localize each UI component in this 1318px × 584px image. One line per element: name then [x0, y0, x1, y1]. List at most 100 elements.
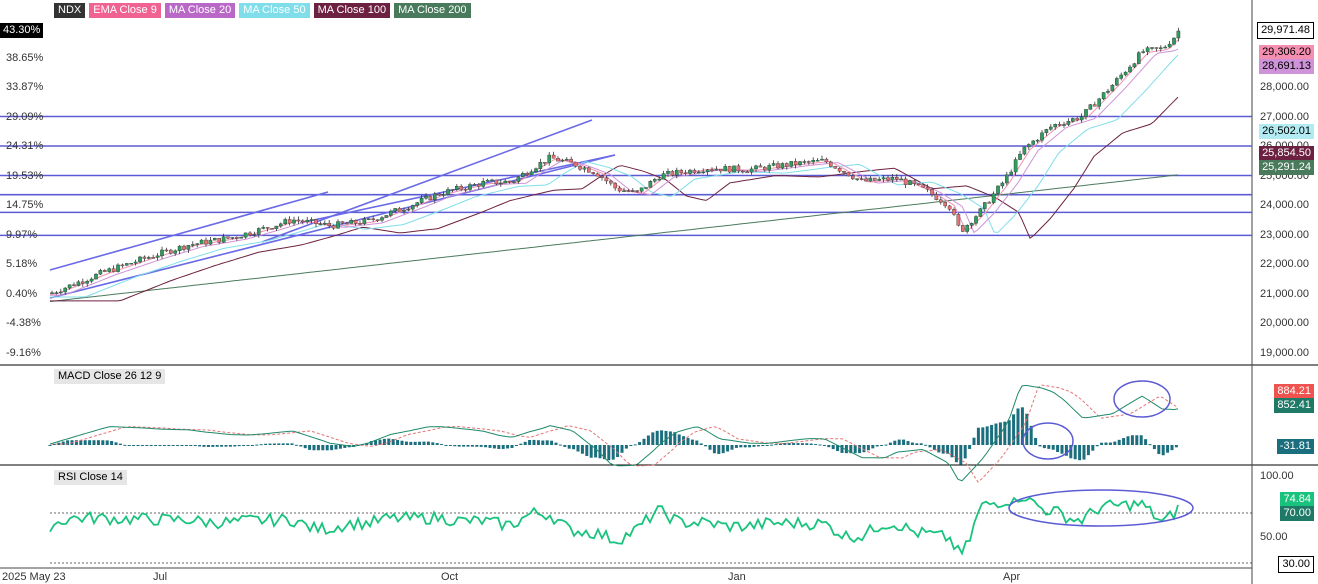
candle-body: [635, 190, 639, 192]
macd-histogram-bar: [783, 443, 787, 445]
candle-body: [556, 158, 560, 162]
candle-body: [714, 168, 719, 171]
rsi-label[interactable]: RSI Close 14: [54, 470, 127, 485]
legend-ma20[interactable]: MA Close 20: [164, 3, 236, 18]
macd-histogram-bar: [1056, 445, 1060, 453]
trend-channel-line: [49, 191, 329, 271]
candle-body: [481, 181, 486, 187]
candle-body: [578, 166, 582, 170]
macd-histogram-bar: [761, 445, 765, 446]
macd-histogram-bar: [1144, 439, 1148, 445]
candle-body: [802, 161, 807, 163]
candle-body: [186, 245, 191, 250]
candle-body: [877, 178, 881, 181]
candle-body: [613, 182, 617, 189]
macd-histogram-bar: [488, 445, 492, 448]
candle-body: [323, 222, 327, 225]
macd-histogram-bar: [897, 439, 901, 445]
macd-histogram-bar: [228, 445, 232, 447]
candle-body: [591, 172, 595, 174]
macd-histogram-bar: [281, 443, 285, 445]
macd-histogram-bar: [906, 441, 910, 445]
candle-body: [521, 173, 525, 178]
candle-body: [1088, 104, 1093, 110]
macd-histogram-bar: [334, 445, 338, 450]
macd-histogram-bar: [233, 445, 237, 447]
macd-histogram-bar: [990, 424, 994, 445]
candle-body: [899, 178, 903, 181]
candle-body: [353, 220, 358, 224]
candle-body: [1040, 132, 1044, 141]
candle-body: [648, 181, 653, 188]
legend-ema9[interactable]: EMA Close 9: [89, 3, 161, 18]
candle-body: [653, 179, 657, 182]
candle-body: [1172, 37, 1176, 45]
macd-histogram-bar: [831, 445, 835, 450]
candle-body: [424, 195, 428, 199]
macd-histogram-bar: [585, 445, 589, 456]
legend-symbol[interactable]: NDX: [54, 3, 86, 18]
legend-ma50[interactable]: MA Close 50: [239, 3, 310, 18]
macd-line: [49, 384, 1179, 482]
macd-histogram-bar: [294, 444, 298, 446]
candle-body: [617, 187, 622, 192]
candle-body: [1132, 63, 1137, 68]
macd-histogram-bar: [1113, 441, 1117, 445]
right-axis-tick: 21,000.00: [1260, 288, 1309, 300]
candle-body: [525, 173, 529, 175]
candle-body: [600, 175, 604, 178]
x-axis-tick: Apr: [1003, 571, 1021, 583]
macd-histogram-bar: [902, 439, 906, 445]
candle-body: [657, 178, 661, 181]
macd-histogram-bar: [101, 440, 105, 445]
candle-body: [472, 184, 477, 186]
macd-histogram-bar: [875, 445, 879, 447]
candle-body: [111, 268, 116, 272]
macd-histogram-bar: [814, 444, 818, 446]
candle-body: [719, 168, 723, 172]
candle-body: [1145, 47, 1150, 52]
left-axis-tick: 33.87%: [6, 81, 44, 93]
macd-histogram-bar: [272, 443, 276, 445]
candle-body: [551, 154, 556, 159]
macd-histogram-bar: [66, 440, 70, 445]
macd-histogram-bar: [396, 439, 400, 445]
candle-body: [930, 189, 934, 195]
candle-body: [1031, 140, 1035, 145]
candle-body: [129, 263, 134, 265]
candle-body: [1123, 71, 1128, 76]
macd-histogram-bar: [532, 439, 536, 445]
macd-histogram-bar: [237, 445, 241, 447]
macd-histogram-bar: [453, 445, 457, 447]
macd-histogram-bar: [660, 430, 664, 445]
legend-ma100[interactable]: MA Close 100: [313, 3, 391, 18]
candle-body: [859, 178, 864, 180]
candle-body: [182, 245, 186, 250]
macd-label[interactable]: MACD Close 26 12 9: [54, 369, 166, 384]
macd-histogram-bar: [211, 445, 215, 447]
right-axis-tick: 28,000.00: [1260, 81, 1309, 93]
rsi-line: [49, 496, 1179, 556]
candle-body: [1136, 52, 1141, 64]
macd-histogram-bar: [1174, 445, 1178, 448]
macd-histogram-bar: [418, 441, 422, 445]
macd-histogram-bar: [1073, 445, 1077, 460]
candle-body: [917, 183, 921, 185]
candle-body: [675, 169, 679, 176]
macd-histogram-bar: [858, 445, 862, 454]
candle-body: [595, 173, 600, 177]
candle-body: [98, 270, 103, 275]
macd-histogram-bar: [536, 440, 540, 445]
macd-histogram-bar: [1078, 445, 1082, 461]
macd-histogram-bar: [1108, 442, 1112, 445]
macd-histogram-bar: [985, 426, 989, 445]
macd-histogram-bar: [655, 430, 659, 445]
macd-histogram-bar: [462, 445, 466, 447]
macd-histogram-bar: [61, 441, 65, 445]
macd-histogram-bar: [404, 441, 408, 445]
legend-ma200[interactable]: MA Close 200: [394, 3, 471, 18]
macd-histogram-bar: [946, 445, 950, 454]
candle-body: [279, 223, 283, 227]
macd-histogram-bar: [409, 441, 413, 445]
candle-body: [587, 167, 591, 173]
